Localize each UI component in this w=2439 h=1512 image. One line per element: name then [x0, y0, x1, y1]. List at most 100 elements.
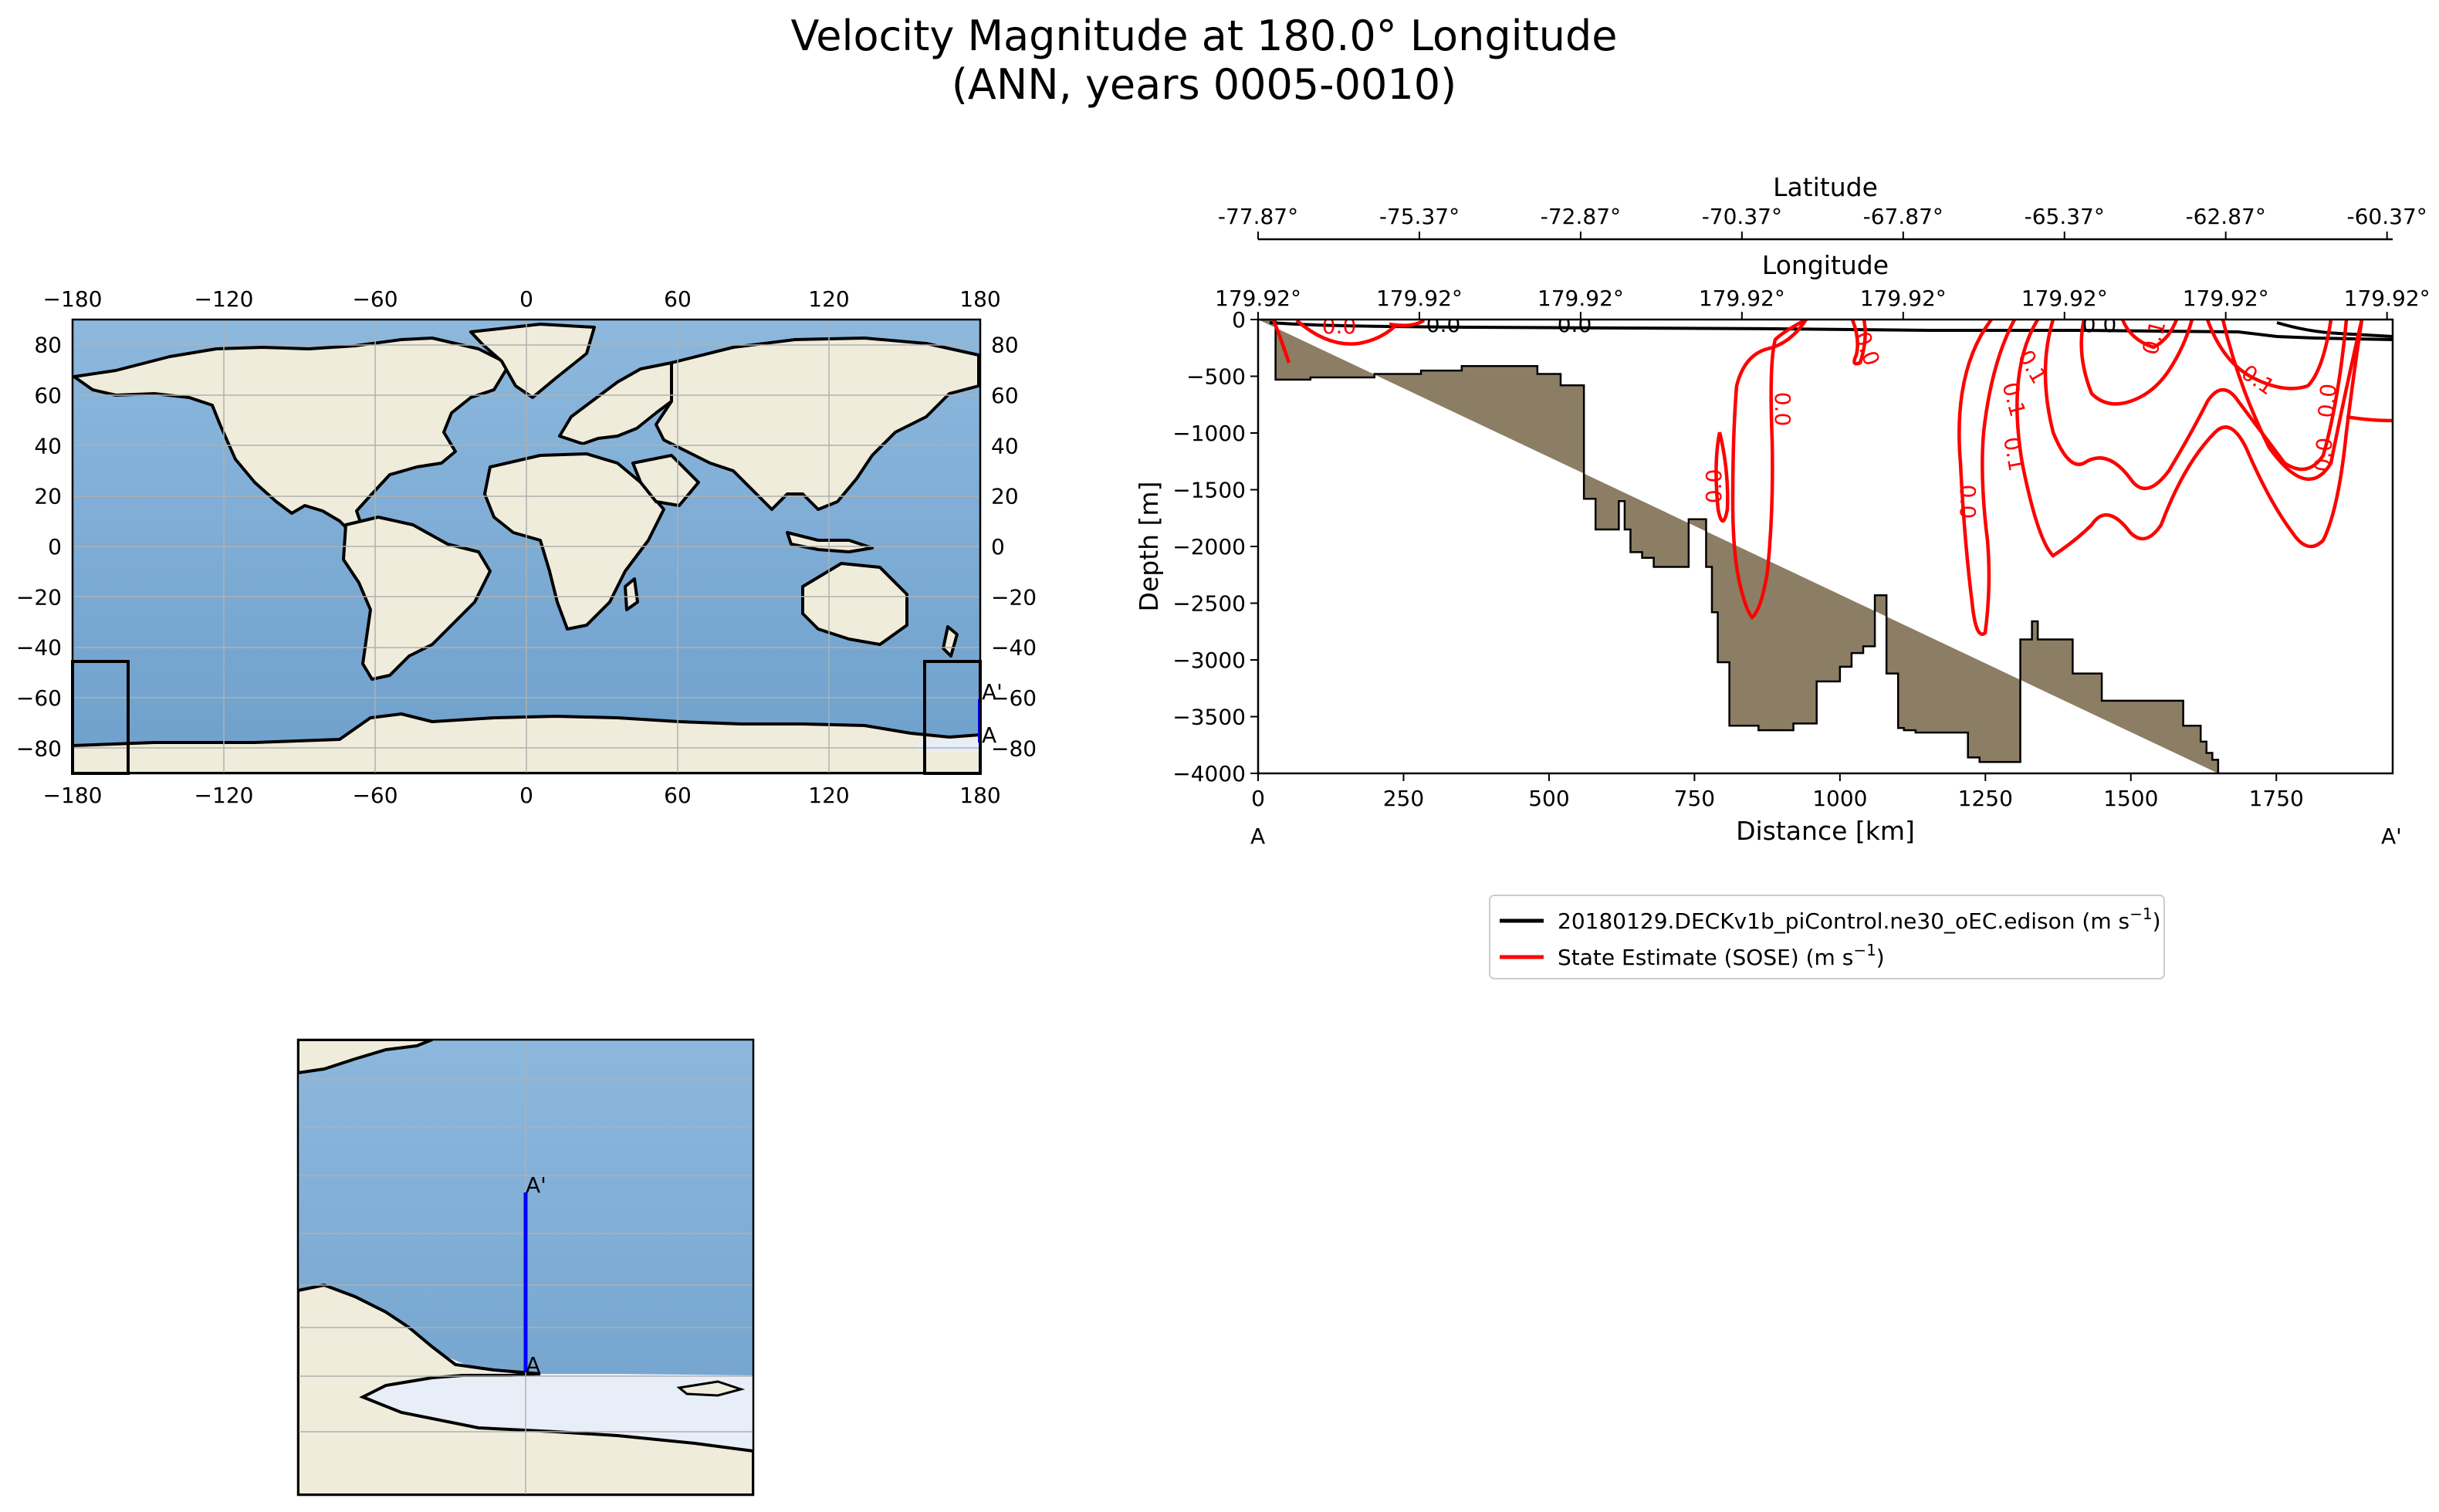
global-map-lon-tick-top: 0 — [519, 286, 533, 312]
sose-contour-0-0-b — [1714, 431, 1730, 523]
global-map-lat-tick-right: −40 — [991, 635, 1037, 661]
inset-land-island — [676, 1380, 746, 1397]
global-map-lon-tick-bottom: 60 — [664, 783, 692, 808]
contour-label: 0.0 — [2082, 312, 2117, 337]
figure-title-line2: (ANN, years 0005-0010) — [952, 60, 1456, 109]
global-map-lat-tick-right: 60 — [991, 383, 1019, 408]
sose-contour-0-0-e — [2221, 320, 2364, 482]
global-map-lat-tick-right: −60 — [991, 685, 1037, 711]
legend-obs-label: State Estimate (SOSE) (m s−1) — [1558, 941, 1885, 970]
contour-label: 0.0 — [1770, 392, 1795, 427]
global-map-lat-tick-left: 40 — [34, 433, 62, 458]
global-map-lon-tick-top: −120 — [195, 286, 254, 312]
inset-transect-end-label: A' — [526, 1172, 546, 1198]
sose-contour-0-0-d — [1957, 320, 2016, 636]
x-tick-label: 1500 — [2103, 786, 2158, 811]
legend-obs-label-main: State Estimate (SOSE) (m s — [1558, 945, 1853, 970]
x-tick-label: 750 — [1674, 786, 1715, 811]
contour-label: 0.1 — [1998, 435, 2029, 474]
sose-contour-0-0-f — [2346, 414, 2393, 423]
latitude-tick-label: -65.37° — [2025, 204, 2105, 229]
inset-land-antarctica — [298, 1283, 753, 1495]
land-africa — [483, 452, 665, 631]
latitude-tick-label: -75.37° — [1379, 204, 1460, 229]
legend-obs-unit-close: ) — [1876, 945, 1885, 970]
x-tick-label: 1750 — [2249, 786, 2304, 811]
sose-contour-0-1-b — [2043, 320, 2349, 491]
inset-map: A' A — [296, 1038, 755, 1497]
sose-contour-surface-1 — [1271, 320, 1291, 364]
latitude-tick-label: -70.37° — [1702, 204, 1782, 229]
y-tick-label: −3500 — [1172, 705, 1246, 730]
sose-contours — [1271, 320, 2393, 636]
contour-label: 0.0 — [1955, 485, 1981, 519]
latitude-tick-label: -62.87° — [2186, 204, 2266, 229]
model-contour-line-deep — [2276, 321, 2393, 338]
land-north-america — [73, 337, 511, 542]
latitude-tick-label: -77.87° — [1218, 204, 1298, 229]
section-start-label: A — [1250, 824, 1265, 849]
y-tick-label: −4000 — [1172, 761, 1246, 786]
contour-label: 0.0 — [2309, 437, 2338, 473]
land-arabia — [631, 454, 700, 507]
legend-model-label: 20180129.DECKv1b_piControl.ne30_oEC.edis… — [1558, 905, 2161, 934]
legend-model-label-main: 20180129.DECKv1b_piControl.ne30_oEC.edis… — [1558, 908, 2129, 934]
global-map-lon-tick-top: 60 — [664, 286, 692, 312]
inset-land-nz-tip — [298, 1040, 433, 1075]
x-tick-label: 1000 — [1812, 786, 1867, 811]
longitude-tick-label: 179.92° — [2183, 286, 2269, 311]
section-end-label: A' — [2381, 824, 2402, 849]
global-map-lon-tick-bottom: 180 — [959, 783, 1000, 808]
bathymetry-area — [1258, 320, 2220, 773]
section-ticks: 0 250 500 750 1000 1250 1500 1750 0 −500 −1000 −150… — [1172, 307, 2304, 811]
contour-label: 0.0 — [1426, 312, 1461, 337]
sose-contour-0-1-a — [2015, 320, 2364, 558]
global-map-lat-tick-right: 80 — [991, 333, 1019, 358]
global-map-lat-tick-left: −40 — [16, 635, 62, 661]
sose-contour-surface-2 — [1295, 320, 1399, 346]
global-map-lat-tick-left: 20 — [34, 484, 62, 509]
contour-label: 0.0 — [1701, 469, 1727, 504]
x-tick-label: 500 — [1528, 786, 1569, 811]
x-tick-label: 0 — [1251, 786, 1265, 811]
longitude-tick-label: 179.92° — [2344, 286, 2431, 311]
global-map-lat-tick-right: 20 — [991, 484, 1019, 509]
longitude-axis-label: Longitude — [1762, 250, 1889, 280]
x-tick-label: 1250 — [1958, 786, 2013, 811]
sose-contour-0-1-e — [2120, 320, 2179, 350]
longitude-tick-label: 179.92° — [1376, 286, 1463, 311]
contour-label: 0.0 — [1322, 313, 1357, 339]
global-map-lat-tick-right: 40 — [991, 433, 1019, 458]
top-axes-ticks: -77.87° -75.37° -72.87° -70.37° -67.87° -65.3… — [1215, 204, 2431, 320]
sose-contour-0-1-d — [2205, 320, 2333, 391]
inset-transect-start-label: A — [526, 1352, 540, 1378]
global-map-lon-tick-top: −60 — [352, 286, 397, 312]
global-map-land — [73, 323, 980, 773]
global-map-ticks: −180 −180 −120 −120 −60 −60 0 0 60 60 120 120 180 180… — [16, 286, 1037, 808]
sose-contour-0-0-c — [1850, 320, 1867, 366]
y-tick-label: −2000 — [1172, 534, 1246, 560]
global-map-lon-tick-bottom: −120 — [195, 783, 254, 808]
model-contour-line — [1269, 321, 2393, 341]
legend-obs-unit-exp: −1 — [1853, 941, 1876, 959]
y-tick-label: −2500 — [1172, 591, 1246, 617]
global-transect-start-label: A — [982, 722, 996, 748]
section-plot: 0.0 0.0 0.00.00.00.00.00.00.10.10.10.10.10… — [1134, 172, 2431, 849]
global-map-lat-tick-left: −80 — [16, 736, 62, 761]
land-greenland — [469, 323, 596, 399]
global-map-lat-tick-right: −20 — [991, 584, 1037, 610]
land-madagascar — [624, 577, 639, 611]
legend-frame — [1489, 895, 2165, 979]
y-axis-label: Depth [m] — [1134, 482, 1164, 612]
x-axis-label: Distance [km] — [1736, 816, 1915, 846]
sose-contour-0-1-c — [2079, 320, 2194, 406]
global-transect-end-label: A' — [982, 679, 1003, 705]
x-tick-label: 250 — [1383, 786, 1424, 811]
latitude-tick-label: -60.37° — [2347, 204, 2427, 229]
y-tick-label: −3000 — [1172, 648, 1246, 673]
global-map-lat-tick-right: −80 — [991, 736, 1037, 761]
latitude-tick-label: -67.87° — [1863, 204, 1943, 229]
legend-model-unit-close: ) — [2153, 908, 2161, 934]
global-map: A' A −180 −180 −120 −120 −60 −60 0 0 60 60 120 120 1… — [16, 286, 1037, 808]
